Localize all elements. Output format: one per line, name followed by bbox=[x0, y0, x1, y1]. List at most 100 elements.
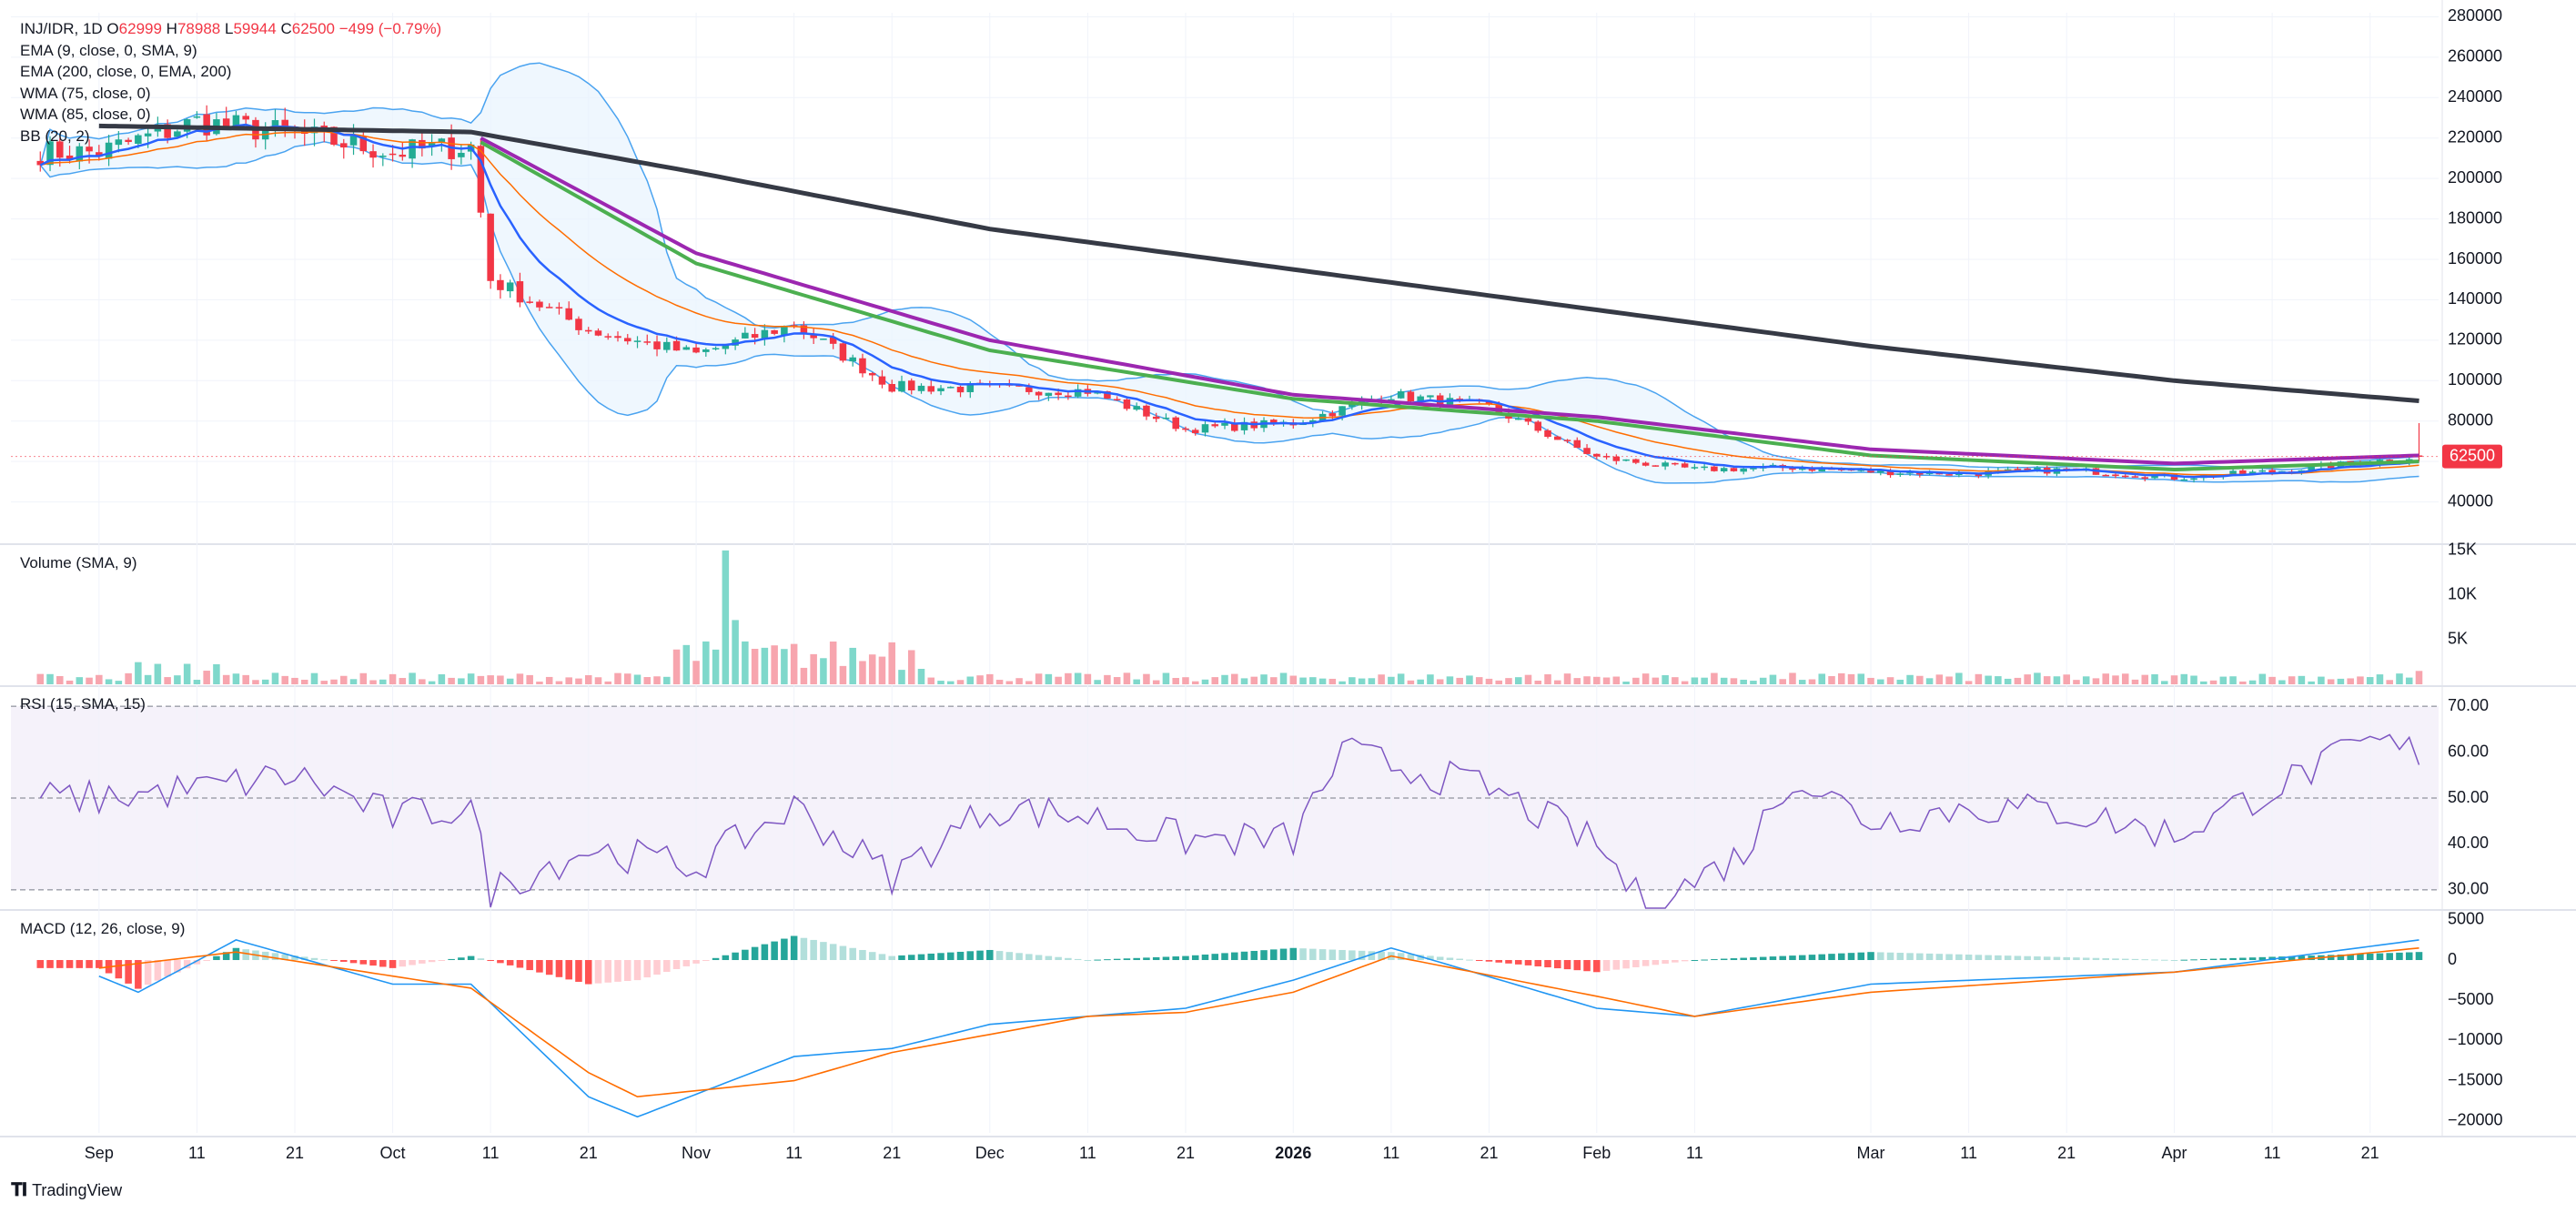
volume-bar bbox=[2200, 681, 2207, 684]
macd-hist-bar bbox=[898, 955, 905, 961]
axis-labels: 4000060000800001000001200001400001600001… bbox=[85, 6, 2503, 1162]
macd-hist-bar bbox=[1573, 960, 1581, 971]
volume-bar bbox=[1867, 677, 1874, 684]
candle-up bbox=[761, 329, 769, 339]
volume-bar bbox=[135, 662, 142, 684]
macd-hist-bar bbox=[1172, 956, 1179, 961]
volume-bar bbox=[1672, 677, 1679, 684]
volume-bar bbox=[1642, 673, 1650, 684]
macd-hist-bar bbox=[1554, 960, 1561, 969]
volume-bar bbox=[1182, 677, 1189, 684]
macd-hist-bar bbox=[96, 960, 103, 968]
candle-up bbox=[1339, 406, 1346, 416]
volume-bar bbox=[1750, 681, 1757, 684]
volume-bar bbox=[1172, 678, 1179, 684]
volume-bar bbox=[917, 668, 925, 684]
volume-bar bbox=[222, 674, 230, 684]
volume-bar bbox=[1925, 678, 1934, 684]
candle-up bbox=[1514, 418, 1522, 420]
macd-title[interactable]: MACD (12, 26, close, 9) bbox=[20, 920, 186, 937]
candle-down bbox=[281, 119, 288, 128]
candle-down bbox=[888, 384, 895, 392]
macd-hist-bar bbox=[1789, 955, 1796, 961]
candle-down bbox=[653, 341, 661, 349]
volume-bar bbox=[820, 658, 827, 684]
volume-bar bbox=[125, 672, 132, 684]
volume-tick-label: 5K bbox=[2448, 630, 2468, 648]
macd-hist-bar bbox=[2386, 953, 2393, 961]
candle-down bbox=[623, 338, 631, 342]
macd-hist-bar bbox=[1025, 954, 1033, 961]
candle-down bbox=[1672, 462, 1679, 465]
macd-hist-bar bbox=[2151, 959, 2158, 961]
indicator-bb[interactable]: BB (20, 2) bbox=[20, 126, 90, 145]
candle-up bbox=[115, 139, 123, 146]
indicator-ema200[interactable]: EMA (200, close, 0, EMA, 200) bbox=[20, 63, 232, 80]
candle-down bbox=[1563, 440, 1571, 441]
volume-bar bbox=[1612, 676, 1621, 684]
volume-bar bbox=[2229, 676, 2237, 684]
macd-hist-bar bbox=[878, 954, 886, 961]
macd-hist-bar bbox=[2347, 954, 2354, 961]
candle-up bbox=[947, 387, 955, 389]
macd-hist-bar bbox=[2112, 958, 2119, 961]
volume-title[interactable]: Volume (SMA, 9) bbox=[20, 554, 137, 571]
indicator-wma85[interactable]: WMA (85, close, 0) bbox=[20, 106, 151, 123]
volume-bar bbox=[2102, 673, 2109, 684]
volume-bar bbox=[986, 673, 994, 684]
macd-hist-bar bbox=[222, 952, 230, 961]
macd-hist-bar bbox=[497, 960, 504, 964]
candle-up bbox=[1133, 406, 1140, 410]
macd-hist-bar bbox=[320, 959, 328, 961]
date-tick-label: 2026 bbox=[1275, 1144, 1311, 1162]
volume-bar bbox=[526, 674, 533, 684]
macd-hist-bar bbox=[2248, 957, 2257, 961]
volume-bar bbox=[389, 673, 397, 684]
volume-bar bbox=[2082, 676, 2090, 684]
macd-hist-bar bbox=[1837, 953, 1845, 961]
macd-hist-bar bbox=[1759, 956, 1767, 961]
macd-tick-label: 5000 bbox=[2448, 910, 2484, 928]
volume-bar bbox=[761, 647, 769, 684]
volume-bar bbox=[261, 679, 269, 684]
volume-bar bbox=[1005, 681, 1014, 684]
macd-hist-bar bbox=[2337, 955, 2345, 961]
rsi-title[interactable]: RSI (15, SMA, 15) bbox=[20, 695, 146, 713]
macd-hist-bar bbox=[232, 947, 240, 961]
candle-down bbox=[369, 151, 377, 158]
volume-bar bbox=[1328, 678, 1337, 684]
candle-down bbox=[340, 143, 348, 148]
macd-hist-bar bbox=[751, 946, 759, 961]
candle-up bbox=[1427, 395, 1434, 398]
volume-bar bbox=[1279, 672, 1288, 684]
volume-bar bbox=[1368, 678, 1376, 684]
volume-bar bbox=[281, 675, 288, 684]
close-value: 62500 bbox=[291, 20, 336, 37]
candle-down bbox=[1975, 474, 1983, 477]
candle-up bbox=[1740, 468, 1747, 472]
volume-bar bbox=[2151, 674, 2158, 684]
macd-hist-bar bbox=[1662, 960, 1669, 964]
macd-hist-bar bbox=[36, 960, 45, 968]
macd-hist-bar bbox=[1583, 960, 1591, 972]
tradingview-logo[interactable]: 𝐓𝐈 TradingView bbox=[11, 1180, 122, 1201]
candle-up bbox=[937, 388, 945, 391]
indicator-wma75[interactable]: WMA (75, close, 0) bbox=[20, 84, 151, 102]
macd-hist-bar bbox=[164, 960, 171, 977]
macd-hist-bar bbox=[1779, 955, 1786, 961]
candle-up bbox=[1701, 466, 1708, 469]
macd-hist-bar bbox=[643, 960, 652, 978]
volume-bar bbox=[584, 674, 592, 684]
macd-hist-bar bbox=[1563, 960, 1571, 970]
candle-down bbox=[584, 329, 592, 332]
volume-bar bbox=[643, 677, 652, 684]
indicator-ema9[interactable]: EMA (9, close, 0, SMA, 9) bbox=[20, 41, 197, 59]
price-tick-label: 220000 bbox=[2448, 127, 2502, 146]
volume-bar bbox=[1896, 679, 1904, 684]
volume-bar bbox=[105, 679, 113, 684]
macd-hist-bar bbox=[1495, 960, 1502, 963]
candle-down bbox=[2121, 475, 2129, 478]
volume-bar bbox=[898, 670, 905, 684]
macd-hist-bar bbox=[1828, 954, 1835, 961]
